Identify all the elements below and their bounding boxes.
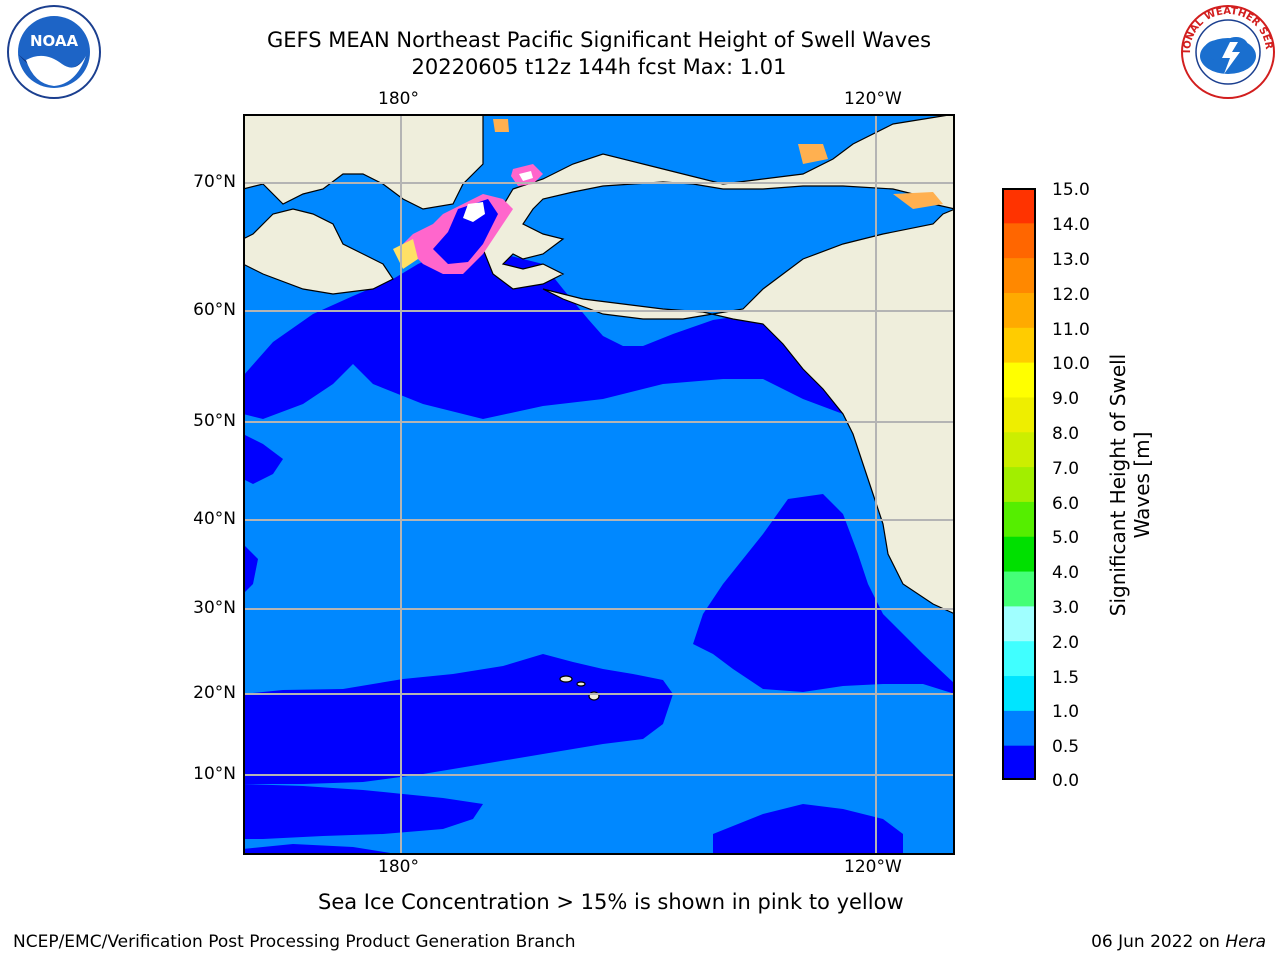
colorbar-segment [1002,466,1036,502]
colorbar-label: Significant Height of Swell Waves [m] [1106,353,1154,617]
colorbar-tick: 1.5 [1052,668,1080,688]
colorbar-segment [1002,536,1036,572]
colorbar-segment [1002,640,1036,677]
colorbar-tick: 1.0 [1052,702,1080,722]
colorbar-segment [1002,396,1036,433]
footer-credit: NCEP/EMC/Verification Post Processing Pr… [13,932,576,952]
colorbar-segment [1002,710,1036,746]
footer-date-text: 06 Jun 2022 on [1091,932,1226,952]
lat-label-10n: 10°N [193,764,236,784]
colorbar-segment [1002,327,1036,363]
colorbar [1002,188,1036,780]
colorbar-segment [1002,431,1036,468]
graticule [243,114,955,855]
colorbar-segment [1002,675,1036,711]
colorbar-segment [1002,292,1036,328]
colorbar-tick: 6.0 [1052,494,1080,514]
colorbar-tick: 9.0 [1052,389,1080,409]
map-subtitle: 20220605 t12z 144h fcst Max: 1.01 [411,55,787,79]
colorbar-tick: 0.5 [1052,737,1080,757]
colorbar-tick: 5.0 [1052,528,1080,548]
swell-height-map [243,114,955,855]
colorbar-tick: 3.0 [1052,598,1080,618]
lat-label-40n: 40°N [193,509,236,529]
colorbar-tick: 10.0 [1052,354,1090,374]
colorbar-segment [1002,571,1036,607]
noaa-logo-text: NOAA [30,32,79,50]
colorbar-tick: 7.0 [1052,459,1080,479]
lat-label-30n: 30°N [193,598,236,618]
colorbar-segment [1002,257,1036,293]
colorbar-segment [1002,188,1036,224]
lon-label-180-top: 180° [378,89,419,109]
sea-ice-note: Sea Ice Concentration > 15% is shown in … [318,890,904,914]
footer-date: 06 Jun 2022 on Hera [1091,932,1266,952]
colorbar-segment [1002,362,1036,398]
colorbar-segment [1002,501,1036,537]
lat-label-50n: 50°N [193,411,236,431]
lon-label-120w-top: 120°W [844,89,902,109]
lon-label-180-bottom: 180° [378,857,419,877]
colorbar-segment [1002,605,1036,642]
footer-host: Hera [1225,932,1266,952]
map-frame [243,114,955,855]
lon-label-120w-bottom: 120°W [844,857,902,877]
lat-label-20n: 20°N [193,683,236,703]
colorbar-tick: 12.0 [1052,285,1090,305]
colorbar-tick: 8.0 [1052,424,1080,444]
colorbar-tick: 11.0 [1052,320,1090,340]
colorbar-tick: 0.0 [1052,771,1080,791]
sea-ice-regions [393,119,943,274]
colorbar-tick: 2.0 [1052,633,1080,653]
colorbar-tick: 15.0 [1052,180,1090,200]
colorbar-tick: 13.0 [1052,250,1090,270]
colorbar-tick: 4.0 [1052,563,1080,583]
colorbar-segment [1002,222,1036,259]
lat-label-60n: 60°N [193,300,236,320]
colorbar-frame [1002,188,1036,780]
colorbar-tick: 14.0 [1052,215,1090,235]
map-title: GEFS MEAN Northeast Pacific Significant … [266,28,932,52]
nws-logo: NATIONAL WEATHER SERVICE [1178,4,1275,99]
ocean-low-regions [243,249,955,855]
colorbar-segment [1002,745,1036,780]
noaa-logo: NOAA [7,5,101,99]
lat-label-70n: 70°N [193,172,236,192]
